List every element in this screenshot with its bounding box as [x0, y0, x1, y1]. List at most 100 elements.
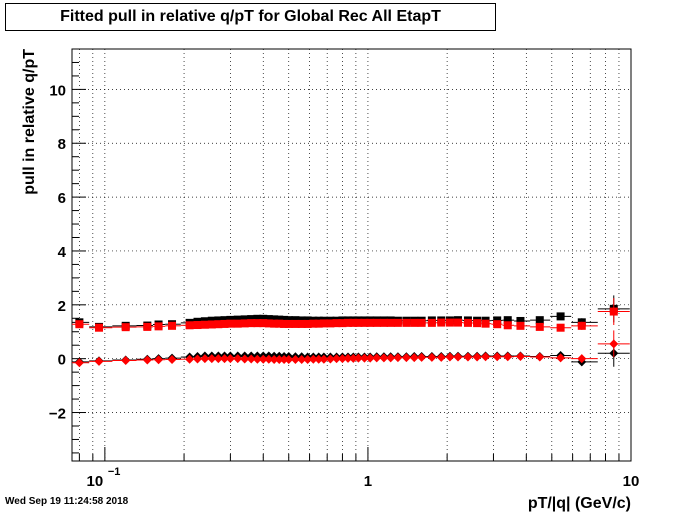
data-point-square: [535, 316, 544, 325]
data-point-diamond: [74, 358, 84, 368]
x-tick-label: 10: [87, 473, 104, 490]
data-point-diamond: [94, 356, 104, 366]
data-point-diamond: [121, 356, 131, 366]
data-point-square: [264, 319, 273, 328]
data-point-diamond: [503, 352, 513, 362]
data-point-diamond: [359, 353, 369, 363]
data-point-square: [393, 318, 402, 327]
data-point-square: [503, 321, 512, 330]
data-point-square: [233, 315, 242, 324]
data-point-square: [503, 316, 512, 325]
data-point-square: [168, 321, 177, 330]
grid: [72, 49, 632, 461]
chart-title: Fitted pull in relative q/pT for Global …: [60, 8, 441, 25]
data-point-square: [338, 319, 347, 328]
data-point-square: [143, 322, 152, 331]
data-point-square: [303, 319, 312, 328]
data-point-square: [386, 318, 395, 327]
data-point-square: [185, 321, 194, 330]
data-point-diamond: [463, 352, 473, 362]
data-point-square: [454, 318, 463, 327]
data-point-diamond: [609, 339, 619, 349]
data-point-diamond: [279, 354, 289, 364]
data-point-square: [253, 319, 262, 328]
y-tick-label: 4: [58, 244, 67, 261]
data-point-diamond: [386, 353, 396, 363]
data-point-square: [200, 320, 209, 329]
y-tick-label: 10: [49, 82, 66, 99]
data-point-diamond: [427, 352, 437, 362]
data-point-square: [193, 321, 202, 330]
data-point-square: [609, 307, 618, 316]
data-point-diamond: [284, 354, 294, 364]
data-point-diamond: [332, 354, 342, 364]
axes: −2 0 2 4 6 8 10 10 −1 1 10: [49, 48, 640, 490]
chart-title-box: Fitted pull in relative q/pT for Global …: [5, 3, 496, 31]
data-point-diamond: [297, 354, 307, 364]
data-point-square: [349, 318, 358, 327]
x-axis-label: pT/|q| (GeV/c): [528, 495, 631, 512]
data-point-square: [427, 318, 436, 327]
data-point-square: [332, 319, 341, 328]
data-point-square: [326, 319, 335, 328]
data-point-diamond: [472, 352, 482, 362]
data-point-diamond: [577, 354, 587, 364]
data-point-diamond: [515, 352, 525, 362]
data-points: [72, 295, 630, 368]
y-tick-label: 8: [58, 136, 66, 153]
data-point-square: [233, 319, 242, 328]
data-point-diamond: [343, 353, 353, 363]
y-tick-label: 6: [58, 190, 66, 207]
data-point-square: [226, 319, 235, 328]
data-point-square: [259, 319, 268, 328]
data-point-diamond: [252, 354, 262, 364]
data-point-square: [275, 315, 284, 324]
data-point-diamond: [453, 352, 463, 362]
data-point-square: [577, 321, 586, 330]
data-point-square: [280, 315, 289, 324]
data-point-square: [437, 318, 446, 327]
data-point-diamond: [207, 354, 217, 364]
data-point-diamond: [314, 354, 324, 364]
data-point-diamond: [436, 352, 446, 362]
series-diamond-red: [72, 330, 630, 368]
data-point-square: [417, 318, 426, 327]
data-point-square: [516, 316, 525, 325]
data-point-diamond: [264, 354, 274, 364]
x-tick-label: 10: [623, 473, 640, 490]
data-point-diamond: [193, 354, 203, 364]
data-point-diamond: [337, 354, 347, 364]
data-point-square: [291, 319, 300, 328]
data-point-diamond: [348, 353, 358, 363]
plot-frame: [71, 48, 632, 462]
data-point-diamond: [274, 354, 284, 364]
data-point-diamond: [535, 352, 545, 362]
data-point-diamond: [353, 353, 363, 363]
data-point-square: [280, 319, 289, 328]
y-tick-label: 0: [58, 352, 66, 369]
data-point-diamond: [481, 352, 491, 362]
series-diamond-black: [72, 339, 630, 367]
data-point-square: [264, 315, 273, 324]
data-point-diamond: [372, 353, 382, 363]
x-tick-exponent: −1: [108, 466, 121, 478]
data-point-square: [463, 318, 472, 327]
data-point-square: [481, 319, 490, 328]
data-point-square: [535, 322, 544, 331]
data-point-square: [95, 323, 104, 332]
data-point-square: [220, 319, 229, 328]
data-point-diamond: [556, 353, 566, 363]
data-point-square: [556, 312, 565, 321]
data-point-diamond: [246, 354, 256, 364]
data-point-square: [402, 318, 411, 327]
data-point-square: [275, 319, 284, 328]
data-point-diamond: [269, 354, 279, 364]
data-point-square: [121, 323, 130, 332]
data-point-square: [319, 319, 328, 328]
data-point-square: [259, 314, 268, 323]
data-point-diamond: [492, 352, 502, 362]
data-point-square: [473, 319, 482, 328]
data-point-diamond: [303, 354, 313, 364]
data-point-diamond: [240, 354, 250, 364]
